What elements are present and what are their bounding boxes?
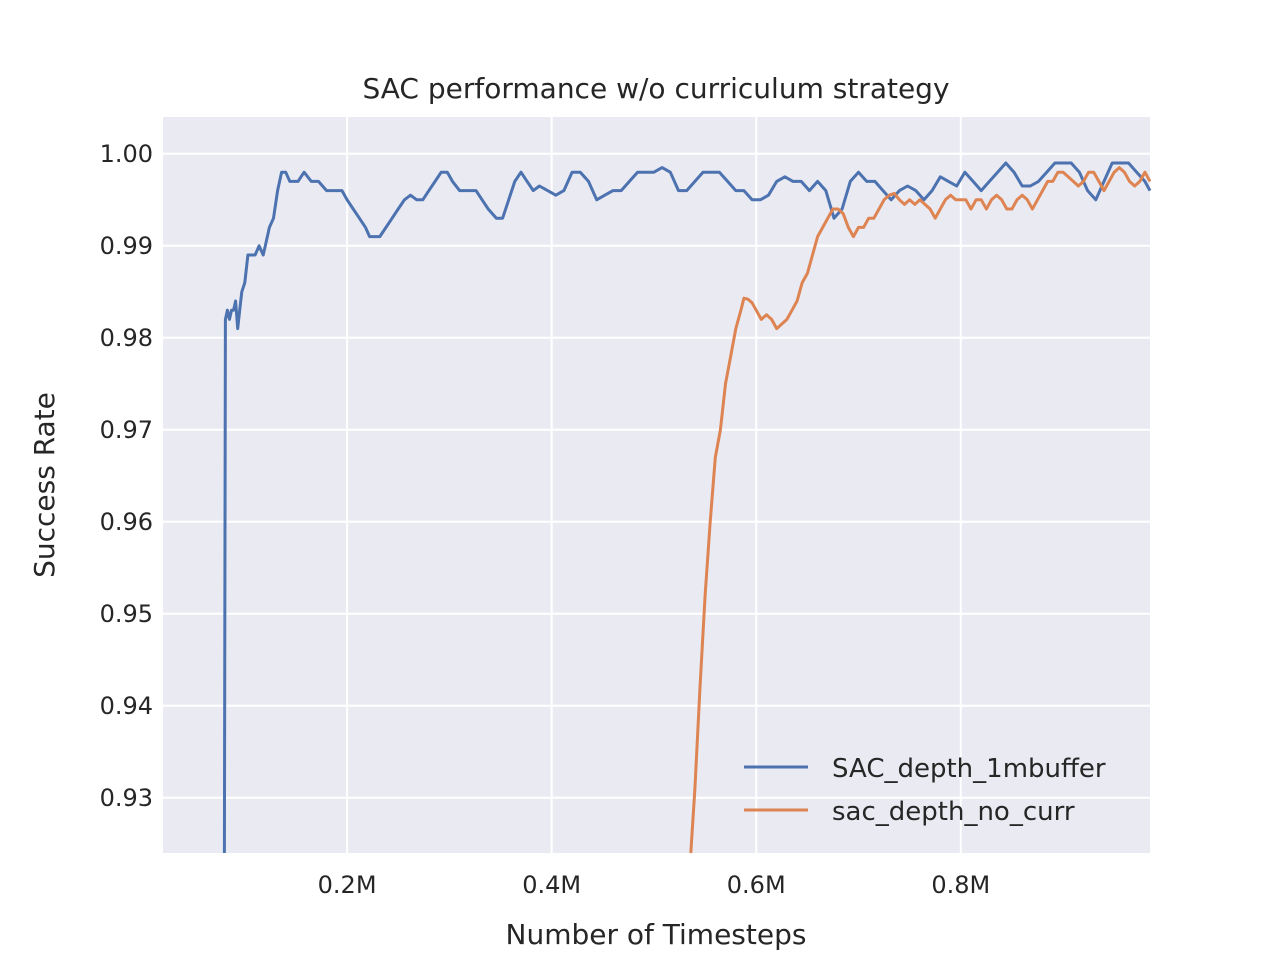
legend-label-sac-depth-1mbuffer: SAC_depth_1mbuffer — [832, 754, 1106, 784]
chart-title: SAC performance w/o curriculum strategy — [362, 72, 949, 105]
legend-label-sac-depth-no-curr: sac_depth_no_curr — [832, 797, 1075, 827]
y-tick-label: 0.99 — [100, 232, 153, 260]
y-tick-label: 0.98 — [100, 324, 153, 352]
y-tick-label: 0.95 — [100, 600, 153, 628]
y-axis-label: Success Rate — [28, 392, 61, 578]
y-tick-label: 0.96 — [100, 508, 153, 536]
ticks: 0.93 0.94 0.95 0.96 0.97 0.98 0.99 1.00 0.2M 0.4M… — [100, 140, 991, 899]
x-tick-label: 0.6M — [727, 871, 786, 899]
y-tick-label: 0.94 — [100, 692, 153, 720]
series-line-sac-depth-no-curr — [689, 166, 1152, 854]
plot-area — [163, 117, 1150, 853]
y-tick-label: 0.93 — [100, 784, 153, 812]
grid — [163, 117, 1150, 853]
x-axis-label: Number of Timesteps — [506, 918, 807, 951]
y-tick-label: 0.97 — [100, 416, 153, 444]
x-tick-label: 0.4M — [522, 871, 581, 899]
legend: SAC_depth_1mbuffer sac_depth_no_curr — [744, 754, 1106, 827]
series-line-sac-depth-1mbuffer — [222, 161, 1152, 854]
series-layer — [222, 161, 1152, 854]
x-tick-label: 0.8M — [931, 871, 990, 899]
y-tick-label: 1.00 — [100, 140, 153, 168]
x-tick-label: 0.2M — [318, 871, 377, 899]
